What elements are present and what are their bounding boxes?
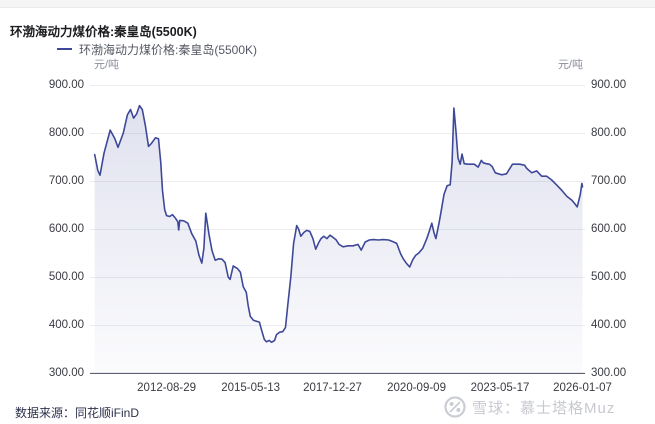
x-tick-label: 2017-12-27 <box>303 382 362 394</box>
y-tick-label-right: 700.00 <box>591 175 627 187</box>
x-tick-label: 2023-05-17 <box>470 382 530 394</box>
y-tick-label-left: 600.00 <box>48 223 84 235</box>
y-tick-label-left: 700.00 <box>48 175 84 187</box>
page-title: 环渤海动力煤价格:秦皇岛(5500K) <box>10 25 197 39</box>
y-tick-label-right: 800.00 <box>591 127 627 139</box>
y-tick-label-right: 400.00 <box>591 319 627 331</box>
price-line-chart <box>90 85 585 375</box>
legend-label: 环渤海动力煤价格:秦皇岛(5500K) <box>79 42 258 57</box>
y-axis-unit-left: 元/吨 <box>94 59 120 71</box>
y-axis-unit-right: 元/吨 <box>557 59 583 71</box>
x-tick-label: 2012-08-29 <box>137 382 196 394</box>
x-tick-label: 2015-05-13 <box>221 382 281 394</box>
xueqiu-logo-icon <box>444 396 466 418</box>
y-tick-label-right: 300.00 <box>591 367 627 379</box>
price-line <box>93 104 584 344</box>
watermark-text: 雪球：慕士塔格Muz <box>472 399 616 417</box>
y-tick-label-left: 500.00 <box>48 271 84 283</box>
y-tick-label-right: 600.00 <box>591 223 627 235</box>
y-tick-label-left: 900.00 <box>48 79 84 91</box>
y-tick-label-right: 500.00 <box>591 271 627 283</box>
y-tick-label-left: 800.00 <box>48 127 84 139</box>
chart-plot[interactable] <box>90 85 585 375</box>
legend-line-icon <box>57 48 72 50</box>
area-fill <box>94 105 583 373</box>
y-tick-label-left: 400.00 <box>48 319 84 331</box>
x-tick-label: 2020-09-09 <box>387 382 446 394</box>
data-source-label: 数据来源：同花顺iFinD <box>15 406 140 420</box>
watermark: 雪球：慕士塔格Muz <box>443 394 615 420</box>
top-divider <box>0 0 655 8</box>
legend: 环渤海动力煤价格:秦皇岛(5500K) <box>57 42 258 57</box>
y-tick-label-left: 300.00 <box>48 367 84 379</box>
y-tick-label-right: 900.00 <box>591 79 627 91</box>
x-tick-label: 2026-01-07 <box>553 382 612 394</box>
